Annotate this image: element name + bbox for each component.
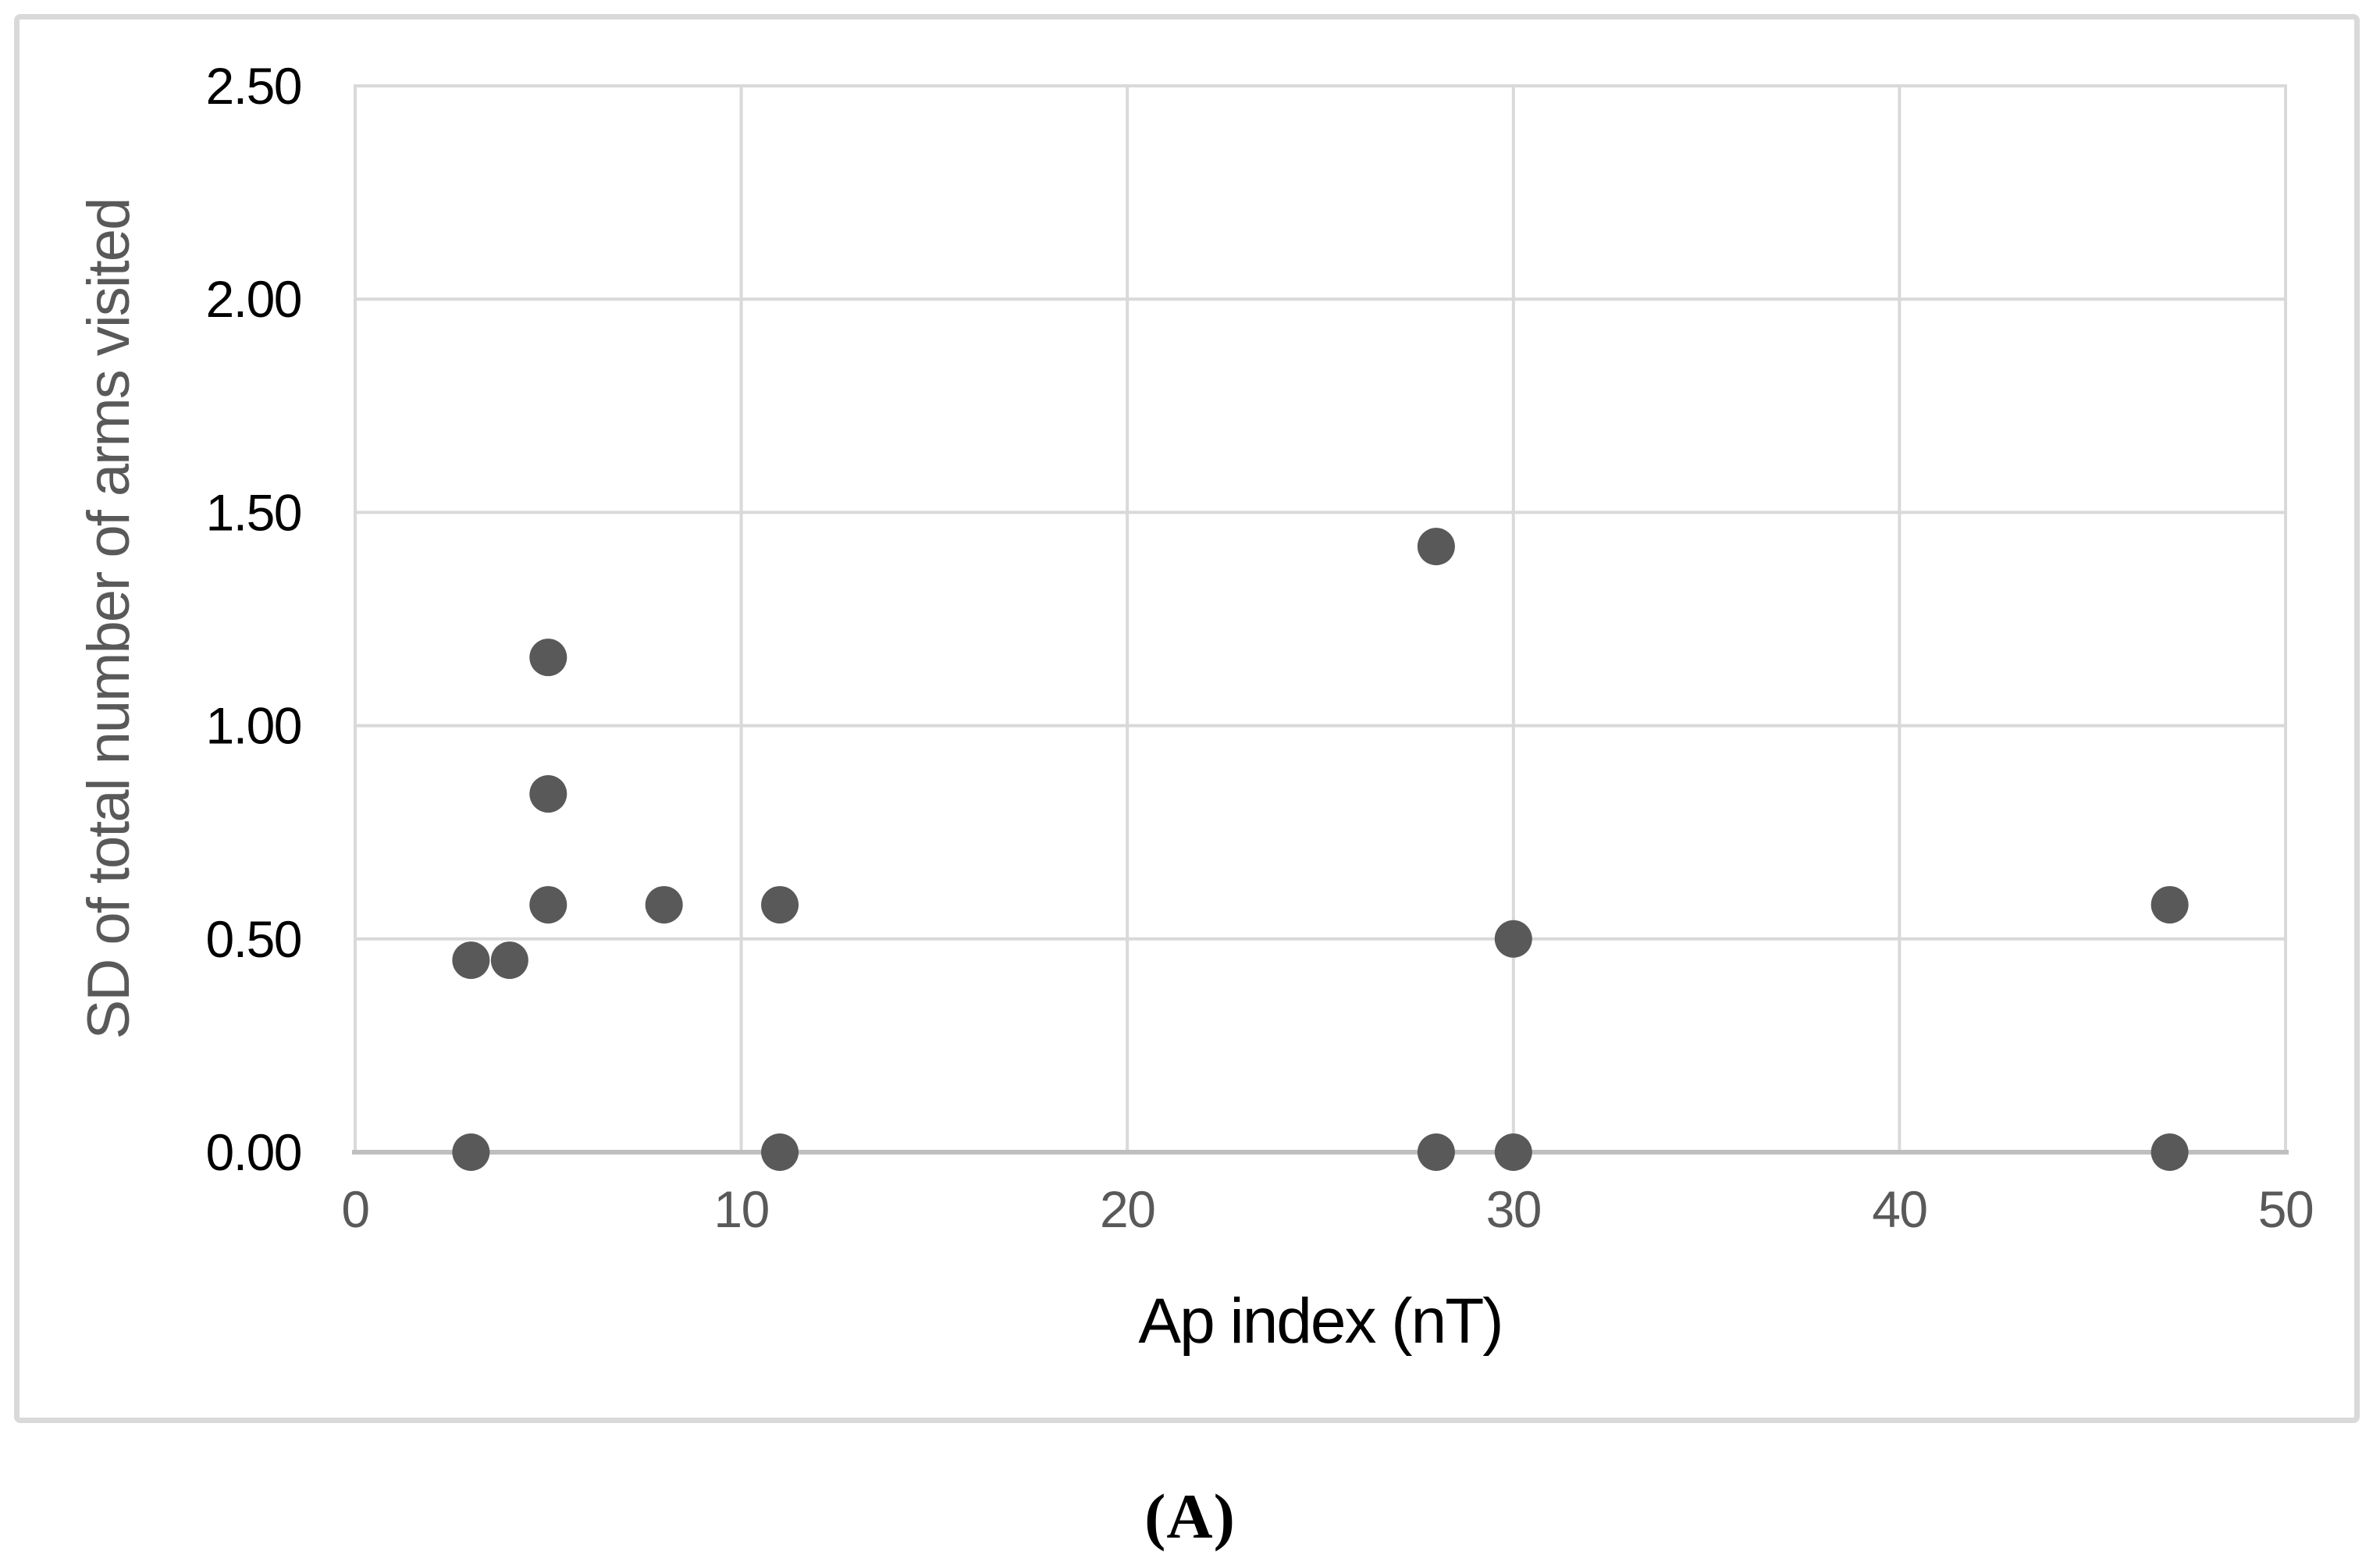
y-tick-label: 1.50 (206, 483, 301, 541)
data-point (529, 775, 567, 813)
x-tick-label: 0 (341, 1180, 368, 1238)
data-point (2151, 886, 2189, 924)
y-tick-label: 1.00 (206, 697, 301, 755)
y-tick-label: 2.50 (206, 57, 301, 115)
data-point (1494, 1133, 1532, 1171)
data-point (529, 886, 567, 924)
y-axis-title: SD of total number of arms visited (76, 199, 142, 1040)
x-tick-label: 50 (2258, 1180, 2313, 1238)
figure-caption: (A) (1144, 1481, 1236, 1552)
x-tick-label: 40 (1872, 1180, 1926, 1238)
data-point (761, 886, 799, 924)
data-point (1417, 528, 1455, 566)
x-axis-title: Ap index (nT) (1138, 1286, 1502, 1357)
y-tick-label: 2.00 (206, 270, 301, 328)
x-tick-label: 20 (1100, 1180, 1154, 1238)
data-point (452, 941, 490, 980)
data-point (2151, 1133, 2189, 1171)
data-point (1417, 1133, 1455, 1171)
data-point (452, 1133, 490, 1171)
data-point (761, 1133, 799, 1171)
data-point (490, 941, 528, 980)
data-point (1494, 920, 1532, 958)
data-point (529, 639, 567, 677)
y-tick-label: 0.50 (206, 910, 301, 968)
x-tick-label: 10 (713, 1180, 768, 1238)
data-point (645, 886, 683, 924)
chart-frame (14, 14, 2360, 1423)
y-tick-label: 0.00 (206, 1123, 301, 1181)
x-tick-label: 30 (1486, 1180, 1541, 1238)
